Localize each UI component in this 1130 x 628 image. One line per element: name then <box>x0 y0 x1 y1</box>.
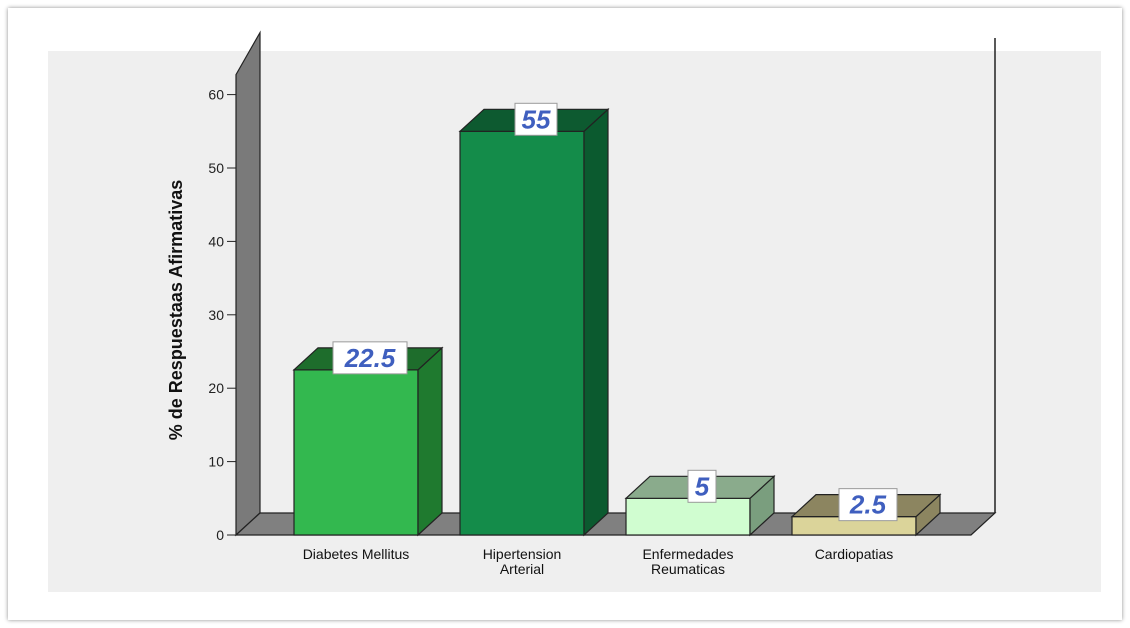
x-tick-label: Enfermedades Reumaticas <box>642 546 733 577</box>
data-label-box <box>838 488 898 522</box>
x-tick-label: Diabetes Mellitus <box>303 546 410 562</box>
bar-side <box>583 107 609 537</box>
bar-group: 55 <box>458 102 610 537</box>
data-label-box <box>687 469 717 503</box>
chart-frame: 0 10 20 30 40 50 60 22.5 55 5 2.5 Diabetes Mellit… <box>8 8 1122 620</box>
y-tick-label: 40 <box>208 233 224 249</box>
data-label-box <box>332 341 408 375</box>
y-tick-label: 10 <box>208 454 224 470</box>
bar-side <box>417 346 443 537</box>
y-axis-label: % de Respuestaas Afirmativas <box>166 180 186 440</box>
bar-group: 22.5 <box>292 341 444 537</box>
y-tick-label: 60 <box>208 87 224 103</box>
x-tick-label: Hipertension Arterial <box>483 546 562 577</box>
y-tick-label: 50 <box>208 160 224 176</box>
data-label: 55 <box>522 104 551 134</box>
bar <box>625 497 751 536</box>
x-tick-label: Cardiopatias <box>815 546 894 562</box>
y-tick-label: 30 <box>208 307 224 323</box>
data-label: 5 <box>695 471 710 501</box>
bar-group: 2.5 <box>790 488 942 537</box>
bar <box>293 369 419 536</box>
bar <box>459 130 585 536</box>
y-tick-label: 0 <box>216 527 224 543</box>
data-label-box <box>514 102 558 136</box>
y-tick-label: 20 <box>208 380 224 396</box>
left-wall <box>235 30 261 537</box>
data-label: 22.5 <box>344 343 396 373</box>
bar-group: 5 <box>624 469 776 537</box>
data-label: 2.5 <box>849 490 887 520</box>
